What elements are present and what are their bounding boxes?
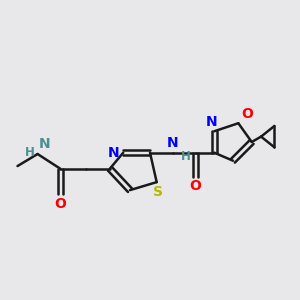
Text: N: N (167, 136, 178, 150)
Text: N: N (206, 115, 218, 129)
Text: O: O (190, 179, 201, 194)
Text: N: N (39, 137, 50, 151)
Text: O: O (241, 106, 253, 121)
Text: H: H (25, 146, 35, 159)
Text: H: H (181, 150, 191, 163)
Text: S: S (153, 185, 163, 199)
Text: N: N (108, 146, 119, 160)
Text: O: O (54, 197, 66, 211)
